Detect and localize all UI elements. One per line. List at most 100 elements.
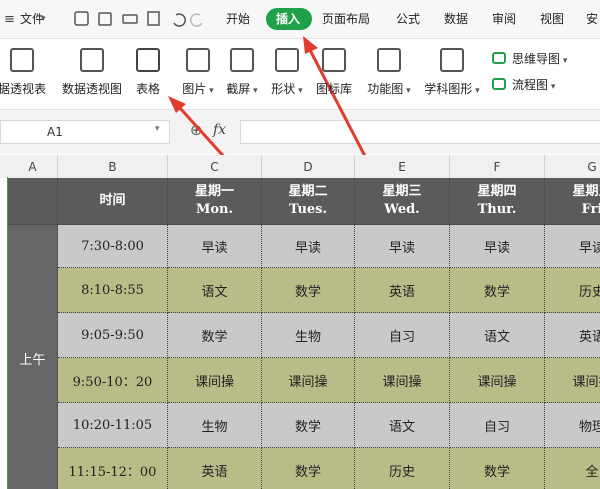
table-cell[interactable]: 数学 [262, 403, 355, 448]
ribbon-button[interactable]: 表格 [135, 82, 161, 96]
ribbon-icon [136, 48, 160, 72]
table-cell[interactable]: 课间操 [262, 358, 355, 403]
ribbon-side-icon [492, 78, 506, 90]
table-cell[interactable]: 生物 [168, 403, 262, 448]
ribbon-button[interactable]: 图标库 [315, 82, 353, 96]
formula-input[interactable] [240, 120, 600, 144]
menu-tab[interactable]: 视图 [540, 12, 565, 26]
ribbon-button[interactable]: 形状 [271, 80, 302, 97]
fx-button[interactable]: fx [213, 122, 227, 138]
column-header[interactable]: A [8, 155, 58, 178]
ribbon-button[interactable]: 据透视表 [0, 82, 47, 96]
menu-tab[interactable]: 公式 [396, 12, 421, 26]
table-cell[interactable]: 早读 [450, 225, 545, 268]
table-cell[interactable]: 课间操 [450, 358, 545, 403]
menu-tab[interactable]: 插入 [276, 12, 301, 26]
header-day: 星期一 [194, 184, 234, 199]
table-cell[interactable]: 数学 [262, 448, 355, 489]
zoom-icon[interactable]: ⊕ [190, 121, 203, 139]
ribbon-icon [186, 48, 210, 72]
table-cell[interactable]: 生物 [262, 313, 355, 358]
table-cell[interactable]: 自习 [355, 313, 450, 358]
table-cell[interactable]: 早读 [262, 225, 355, 268]
table-cell[interactable]: 课间操 [545, 358, 600, 403]
ribbon-button[interactable]: 数据透视图 [61, 82, 123, 96]
ribbon-button[interactable]: 截屏 [226, 80, 257, 97]
table-cell[interactable]: 11:15-12：00 [58, 448, 168, 489]
name-box[interactable] [0, 120, 170, 144]
table-cell[interactable]: 7:30-8:00 [58, 225, 168, 268]
header-day: 星期四 [477, 184, 517, 199]
table-header-cell: 星期五 Fri [545, 178, 600, 225]
table-cell[interactable]: 英语 [355, 268, 450, 313]
name-box-dropdown[interactable]: ▾ [155, 124, 160, 134]
table-cell[interactable]: 早读 [545, 225, 600, 268]
ribbon-icon [275, 48, 299, 72]
table-cell[interactable]: 数学 [262, 268, 355, 313]
table-cell[interactable]: 全 [545, 448, 600, 489]
menu-tab[interactable]: 数据 [444, 12, 469, 26]
header-day: 星期五 [572, 184, 600, 199]
column-header[interactable]: E [355, 155, 450, 178]
ribbon [0, 39, 600, 110]
table-header-cell: 星期一 Mon. [168, 178, 262, 225]
header-day: 时间 [99, 193, 126, 208]
table-cell[interactable]: 早读 [168, 225, 262, 268]
column-header[interactable]: F [450, 155, 545, 178]
ribbon-icon [377, 48, 401, 72]
ribbon-button[interactable]: 学科图形 [424, 80, 479, 97]
table-cell[interactable]: 数学 [450, 268, 545, 313]
table-header-cell: 星期二 Tues. [262, 178, 355, 225]
table-cell[interactable]: 课间操 [168, 358, 262, 403]
table-cell[interactable]: 物理 [545, 403, 600, 448]
table-cell[interactable]: 历史 [545, 268, 600, 313]
table-header-cell: 星期三 Wed. [355, 178, 450, 225]
menu-icon[interactable]: ≡ [4, 12, 15, 27]
column-header[interactable]: C [168, 155, 262, 178]
header-day: 星期二 [288, 184, 328, 199]
quick-access-icons [74, 11, 203, 27]
table-cell[interactable]: 数学 [450, 448, 545, 489]
table-cell[interactable]: 9:05-9:50 [58, 313, 168, 358]
group-cell: 上午 [8, 225, 58, 489]
table-cell[interactable]: 8:10-8:55 [58, 268, 168, 313]
table-cell[interactable]: 英语 [168, 448, 262, 489]
cell-reference: A1 [47, 125, 63, 139]
table-cell[interactable]: 9:50-10：20 [58, 358, 168, 403]
ribbon-side-icon [492, 52, 506, 64]
table-cell[interactable]: 10:20-11:05 [58, 403, 168, 448]
ribbon-button[interactable]: 功能图 [367, 80, 410, 97]
table-cell[interactable]: 历史 [355, 448, 450, 489]
header-day-en: Thur. [477, 202, 517, 217]
ribbon-icon [10, 48, 34, 72]
column-header[interactable]: D [262, 155, 355, 178]
file-dropdown[interactable]: ▾ [41, 14, 46, 24]
table-cell[interactable]: 英语 [545, 313, 600, 358]
ribbon-side-button[interactable]: 思维导图 [512, 50, 567, 67]
table-cell[interactable]: 课间操 [355, 358, 450, 403]
column-header[interactable]: B [58, 155, 168, 178]
ribbon-button[interactable]: 图片 [182, 80, 213, 97]
table-cell[interactable]: 语文 [355, 403, 450, 448]
table-cell[interactable]: 数学 [168, 313, 262, 358]
menu-tab[interactable]: 审阅 [492, 12, 517, 26]
column-header[interactable]: G [545, 155, 600, 178]
file-menu[interactable]: 文件 [20, 12, 45, 26]
header-cell [8, 178, 58, 225]
ribbon-icon [230, 48, 254, 72]
table-header-cell: 星期四 Thur. [450, 178, 545, 225]
table-cell[interactable]: 语文 [168, 268, 262, 313]
menu-tab[interactable]: 开始 [226, 12, 251, 26]
header-day-en: Fri [581, 202, 600, 217]
corner-cell [0, 155, 8, 178]
active-tab-pill [266, 8, 312, 30]
table-cell[interactable]: 语文 [450, 313, 545, 358]
header-day-en: Tues. [288, 202, 328, 217]
ribbon-side-button[interactable]: 流程图 [512, 76, 555, 93]
table-cell[interactable]: 早读 [355, 225, 450, 268]
menu-tab[interactable]: 页面布局 [322, 12, 371, 26]
table-cell[interactable]: 自习 [450, 403, 545, 448]
menu-tab[interactable]: 安 [586, 12, 599, 26]
